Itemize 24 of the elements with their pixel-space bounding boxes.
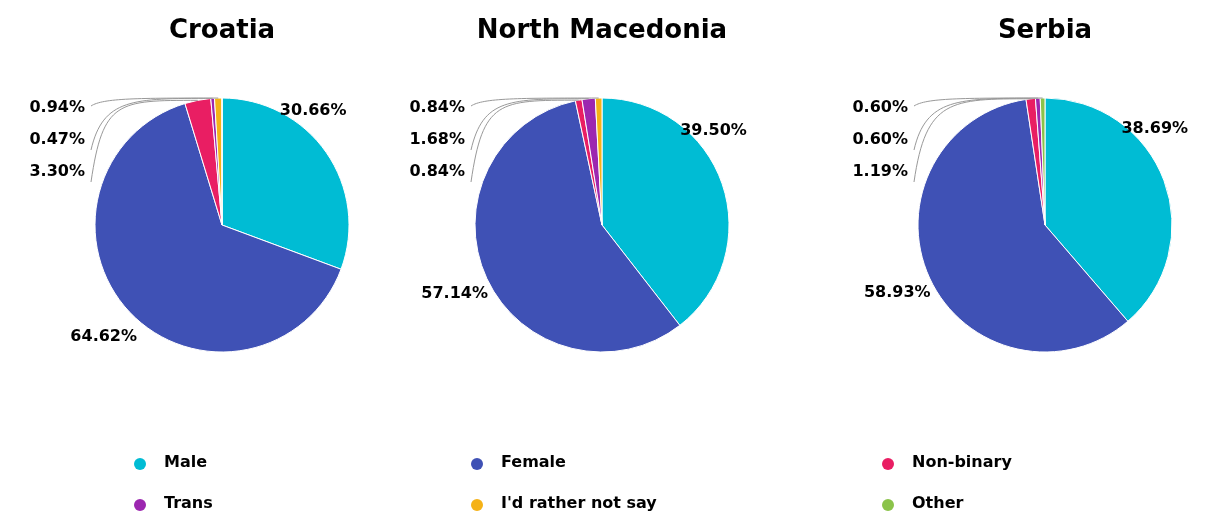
data-label: 1.19% xyxy=(852,161,908,180)
data-label: 0.47% xyxy=(29,129,85,148)
data-label: 39.50% xyxy=(680,120,747,140)
chart-title: Croatia xyxy=(168,14,276,44)
chart-title: Serbia xyxy=(997,14,1093,44)
data-label: 3.30% xyxy=(29,161,85,180)
legend-label: Female xyxy=(501,451,567,471)
data-label: 0.94% xyxy=(29,97,85,116)
data-label: 38.69% xyxy=(1121,118,1189,138)
chart-title: North Macedonia xyxy=(476,14,728,44)
data-label: 0.60% xyxy=(852,97,908,116)
data-label: 0.84% xyxy=(409,161,465,180)
legend-label: Non-binary xyxy=(912,451,1013,471)
data-label: 0.60% xyxy=(852,129,908,148)
data-label: 30.66% xyxy=(279,100,347,120)
legend-label: Trans xyxy=(164,492,213,512)
legend-label: I'd rather not say xyxy=(501,492,658,512)
data-label: 1.68% xyxy=(409,129,465,148)
legend-label: Male xyxy=(164,451,208,471)
legend-label: Other xyxy=(912,492,964,512)
data-label: 57.14% xyxy=(421,283,488,303)
data-label: 58.93% xyxy=(863,282,931,302)
data-label: 64.62% xyxy=(70,325,137,345)
data-label: 0.84% xyxy=(409,97,465,116)
